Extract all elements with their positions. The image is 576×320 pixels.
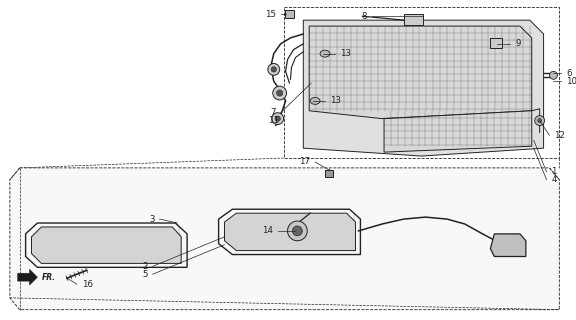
Circle shape bbox=[271, 67, 276, 72]
Circle shape bbox=[535, 116, 544, 125]
Text: 4: 4 bbox=[551, 175, 557, 184]
Circle shape bbox=[537, 119, 541, 123]
Text: 11: 11 bbox=[268, 116, 279, 125]
Polygon shape bbox=[309, 26, 532, 119]
Text: 13: 13 bbox=[330, 96, 341, 105]
Circle shape bbox=[550, 71, 558, 79]
Polygon shape bbox=[384, 111, 532, 152]
Text: 17: 17 bbox=[299, 157, 310, 166]
Text: 7: 7 bbox=[270, 108, 276, 117]
Polygon shape bbox=[18, 269, 37, 285]
Text: 8: 8 bbox=[362, 12, 367, 21]
Polygon shape bbox=[304, 20, 544, 156]
Circle shape bbox=[272, 113, 283, 124]
Circle shape bbox=[273, 86, 286, 100]
Circle shape bbox=[276, 90, 283, 96]
Bar bbox=[490, 38, 502, 48]
Bar bbox=[325, 170, 333, 177]
Text: 13: 13 bbox=[340, 49, 351, 58]
Text: 1: 1 bbox=[551, 167, 557, 176]
Circle shape bbox=[275, 116, 281, 121]
Circle shape bbox=[293, 226, 302, 236]
Polygon shape bbox=[490, 234, 526, 257]
Circle shape bbox=[287, 221, 307, 241]
Polygon shape bbox=[32, 227, 181, 263]
Bar bbox=[285, 10, 294, 18]
Circle shape bbox=[268, 63, 280, 75]
Bar bbox=[404, 14, 423, 25]
Text: 9: 9 bbox=[515, 39, 520, 48]
Text: 2: 2 bbox=[142, 262, 147, 271]
Polygon shape bbox=[10, 168, 559, 310]
Text: 3: 3 bbox=[149, 215, 154, 224]
Text: 14: 14 bbox=[262, 227, 273, 236]
Text: 6: 6 bbox=[566, 69, 572, 78]
Text: 5: 5 bbox=[142, 270, 147, 279]
Text: 12: 12 bbox=[555, 131, 566, 140]
Text: 15: 15 bbox=[265, 10, 276, 19]
Ellipse shape bbox=[310, 98, 320, 104]
Polygon shape bbox=[225, 213, 355, 251]
Text: FR.: FR. bbox=[41, 273, 55, 282]
Text: 10: 10 bbox=[566, 77, 576, 86]
Ellipse shape bbox=[320, 50, 330, 57]
Text: 16: 16 bbox=[82, 280, 93, 289]
